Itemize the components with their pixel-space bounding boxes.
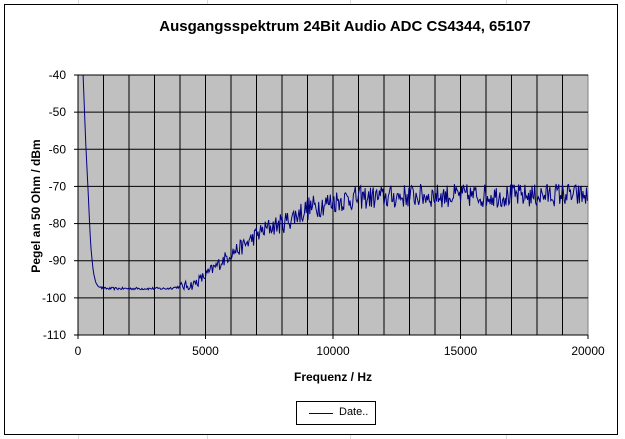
- legend-line-swatch: [309, 413, 333, 414]
- y-axis-label: Pegel an 50 Ohm / dBm: [29, 139, 43, 273]
- chart-title: Ausgangsspektrum 24Bit Audio ADC CS4344,…: [159, 18, 531, 35]
- legend: Date..: [296, 401, 376, 425]
- x-tick-label: 10000: [316, 344, 350, 358]
- data-series-line: [82, 74, 588, 292]
- y-tick-label: -70: [49, 179, 67, 193]
- y-tick-label: -110: [43, 328, 66, 342]
- y-tick-label: -60: [49, 142, 67, 156]
- y-tick-label: -100: [42, 291, 66, 305]
- x-tick-label: 5000: [192, 344, 219, 358]
- y-tick-label: -80: [49, 217, 67, 231]
- x-tick-label: 15000: [444, 344, 478, 358]
- legend-entry-label: Date..: [339, 406, 369, 418]
- x-tick-label: 0: [75, 344, 82, 358]
- y-tick-label: -90: [49, 254, 67, 268]
- x-tick-label: 20000: [571, 344, 605, 358]
- x-axis-label: Frequenz / Hz: [293, 370, 373, 384]
- y-tick-label: -50: [49, 105, 67, 119]
- y-tick-label: -40: [49, 68, 67, 82]
